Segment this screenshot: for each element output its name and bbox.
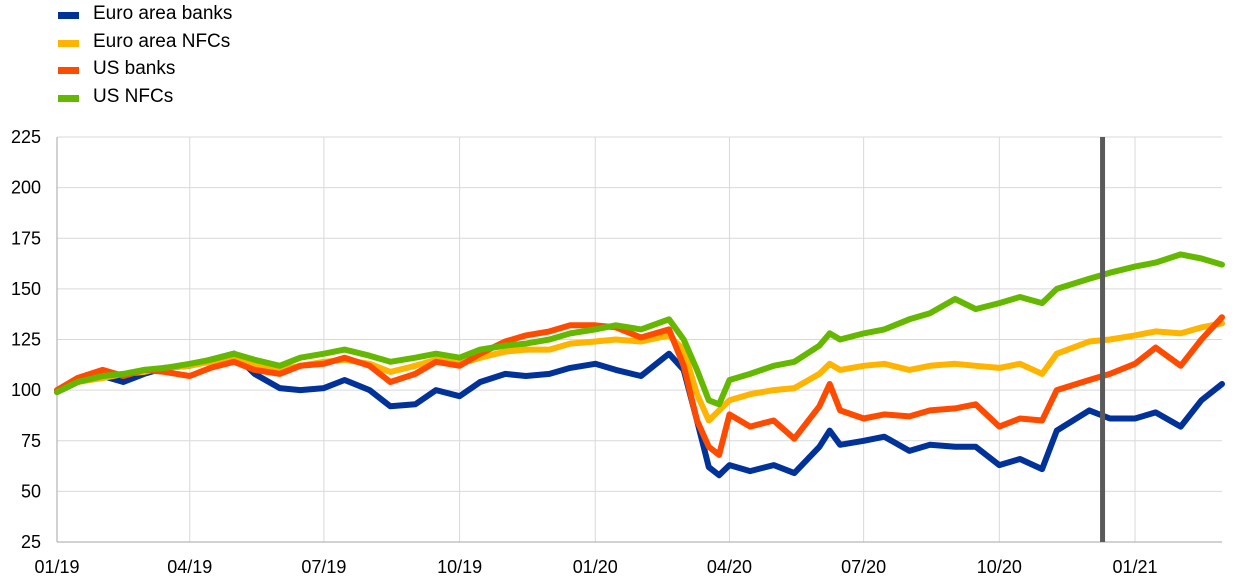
- series-line-us-nfcs: [54, 251, 1225, 408]
- legend-label: Euro area NFCs: [93, 30, 231, 52]
- legend-swatch-us-nfcs: [58, 95, 79, 103]
- series-line-euro-area-banks: [54, 350, 1225, 479]
- y-tick-label: 75: [21, 431, 41, 451]
- x-tick-label: 01/19: [34, 557, 79, 577]
- y-tick-label: 225: [11, 127, 41, 147]
- x-tick-label: 10/20: [977, 557, 1022, 577]
- y-tick-label: 125: [11, 330, 41, 350]
- series-lines: [54, 251, 1225, 479]
- legend-label: US banks: [93, 58, 176, 80]
- axes: 25 50 75 100 125 150 175 200 225 01/19 04/19 07/19 1…: [11, 127, 1222, 577]
- legend-label: Euro area banks: [93, 3, 233, 24]
- y-tick-label: 100: [11, 380, 41, 400]
- y-tick-label: 175: [11, 228, 41, 248]
- series-line-us-banks: [54, 314, 1225, 458]
- legend-swatch-euro-area-banks: [58, 12, 79, 19]
- x-tick-label: 01/21: [1112, 557, 1157, 577]
- x-tick-label: 07/19: [301, 557, 346, 577]
- y-tick-label: 50: [21, 481, 41, 501]
- x-tick-label: 01/20: [573, 557, 618, 577]
- legend-swatch-us-banks: [58, 67, 79, 75]
- y-tick-label: 200: [11, 178, 41, 198]
- y-tick-label: 150: [11, 279, 41, 299]
- x-tick-label: 04/20: [707, 557, 752, 577]
- legend-label: US NFCs: [93, 86, 174, 108]
- x-tick-label: 07/20: [841, 557, 886, 577]
- y-tick-label: 25: [21, 532, 41, 552]
- x-tick-label: 10/19: [437, 557, 482, 577]
- x-tick-label: 04/19: [167, 557, 212, 577]
- legend-swatch-euro-area-nfcs: [58, 39, 79, 47]
